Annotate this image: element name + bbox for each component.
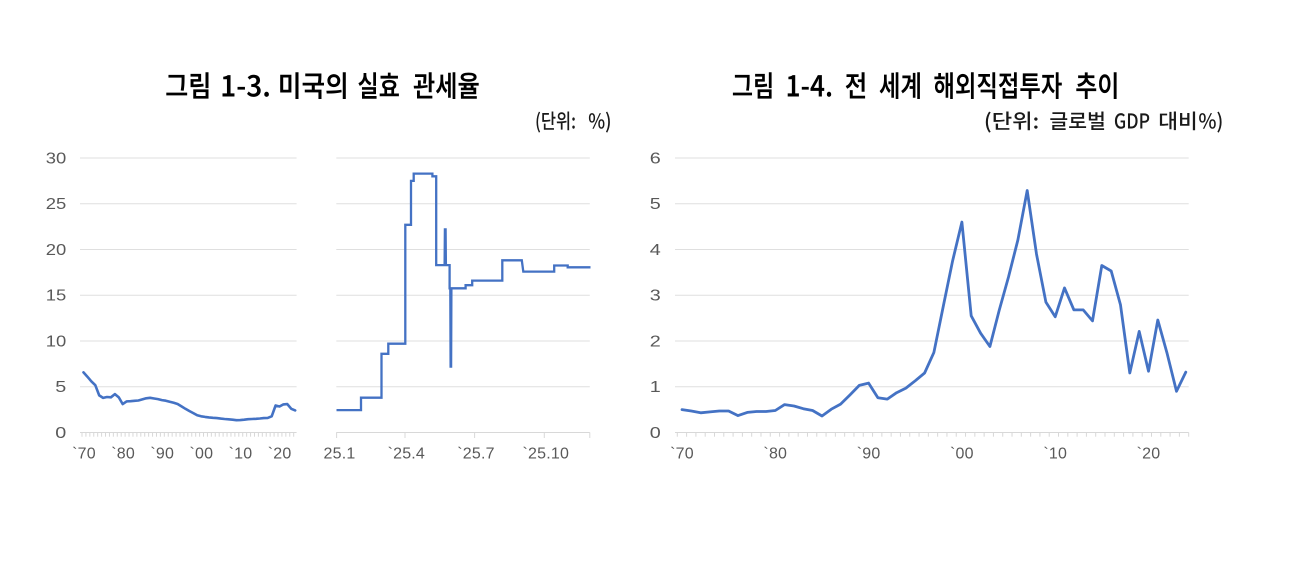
svg-text:25.1: 25.1 [324, 446, 356, 463]
svg-text:10: 10 [46, 333, 67, 350]
svg-text:`25.4: `25.4 [388, 446, 425, 463]
svg-text:`25.7: `25.7 [457, 446, 494, 463]
svg-text:`00: `00 [950, 446, 974, 463]
svg-text:`10: `10 [1043, 446, 1067, 463]
svg-text:`20: `20 [1137, 446, 1161, 463]
svg-text:`90: `90 [150, 446, 174, 463]
svg-text:20: 20 [46, 242, 67, 259]
svg-text:4: 4 [650, 242, 662, 259]
svg-text:6: 6 [650, 150, 661, 167]
svg-text:`00: `00 [190, 446, 214, 463]
svg-text:`20: `20 [268, 446, 292, 463]
svg-text:5: 5 [55, 379, 66, 396]
svg-text:5: 5 [650, 196, 661, 213]
svg-text:0: 0 [55, 425, 66, 442]
svg-text:`10: `10 [229, 446, 253, 463]
svg-text:30: 30 [46, 150, 67, 167]
svg-text:25: 25 [46, 196, 67, 213]
svg-text:15: 15 [46, 288, 67, 305]
svg-text:`90: `90 [857, 446, 881, 463]
svg-text:`70: `70 [670, 446, 694, 463]
svg-text:2: 2 [650, 333, 661, 350]
svg-text:3: 3 [650, 288, 661, 305]
svg-text:`70: `70 [72, 446, 96, 463]
svg-text:1: 1 [650, 379, 661, 396]
svg-text:0: 0 [650, 425, 661, 442]
svg-text:`80: `80 [763, 446, 787, 463]
svg-text:`80: `80 [111, 446, 135, 463]
svg-text:`25.10: `25.10 [523, 446, 570, 463]
